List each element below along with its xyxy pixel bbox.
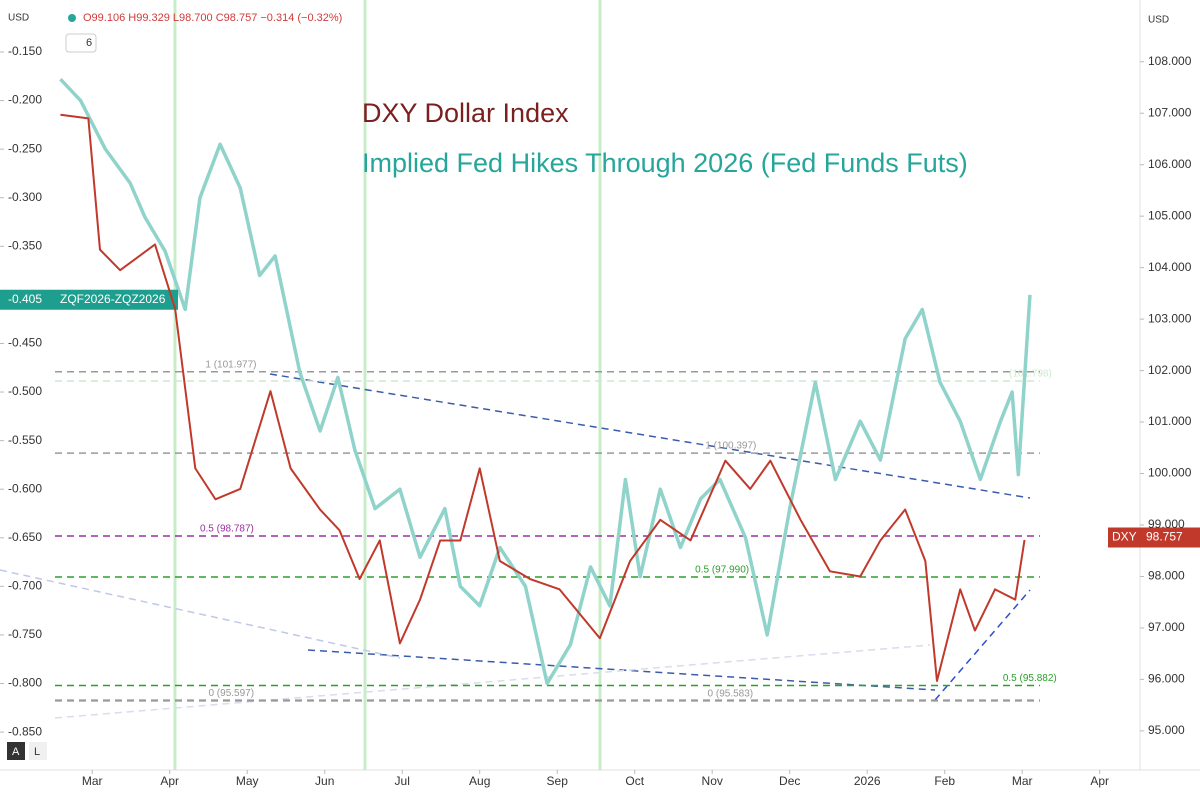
y2-tick-label: 99.000 <box>1148 517 1185 531</box>
price-tag-value: 98.757 <box>1146 530 1183 544</box>
trend-line <box>54 644 931 719</box>
x-tick-label: Jun <box>315 774 334 788</box>
y2-tick-label: 103.000 <box>1148 311 1192 325</box>
y-tick-label: -0.650 <box>8 530 42 544</box>
y2-tick-label: 101.000 <box>1148 414 1192 428</box>
y2-tick-label: 104.000 <box>1148 260 1192 274</box>
y-tick-label: -0.300 <box>8 190 42 204</box>
chart-subtitle: Implied Fed Hikes Through 2026 (Fed Fund… <box>362 148 968 178</box>
x-tick-label: 2026 <box>854 774 881 788</box>
right-currency: USD <box>1148 15 1169 26</box>
fib-level-label: 0.5 (97.990) <box>695 565 749 576</box>
y2-tick-label: 98.000 <box>1148 569 1185 583</box>
x-tick-label: Oct <box>625 774 644 788</box>
x-tick-label: Aug <box>469 774 490 788</box>
y2-tick-label: 107.000 <box>1148 105 1192 119</box>
indicator-count[interactable]: 6 <box>86 37 92 49</box>
x-tick-label: Nov <box>702 774 723 788</box>
trend-line <box>0 569 401 659</box>
price-tag <box>0 289 178 310</box>
x-tick-label: Mar <box>82 774 103 788</box>
x-tick-label: Feb <box>934 774 955 788</box>
indicator-toggle[interactable] <box>65 33 97 53</box>
axes: Mar Apr May Jun Jul Aug Sep Oct Nov Dec 2026 Feb Mar… <box>0 44 1192 788</box>
trend-line <box>269 373 1031 499</box>
y2-tick-label: 108.000 <box>1148 54 1192 68</box>
x-tick-label: Jul <box>395 774 410 788</box>
fib-level-label: (101.798) <box>1009 369 1052 380</box>
x-tick-label: Apr <box>1090 774 1109 788</box>
x-tick-label: Sep <box>547 774 569 788</box>
left-currency: USD <box>8 13 29 24</box>
y-tick-label: -0.800 <box>8 676 42 690</box>
x-tick-label: Apr <box>160 774 179 788</box>
fib-level-label: 0 (95.583) <box>708 689 754 700</box>
price-tag-value: -0.405 <box>8 292 42 306</box>
y2-tick-label: 106.000 <box>1148 157 1192 171</box>
y-tick-label: -0.700 <box>8 579 42 593</box>
series-line <box>59 77 1032 686</box>
y-tick-label: -0.550 <box>8 433 42 447</box>
scale-icon[interactable]: A <box>12 746 20 758</box>
price-tag-name: ZQF2026-ZQZ2026 <box>60 292 166 306</box>
log-button[interactable] <box>29 742 47 760</box>
trend-line <box>934 589 1031 701</box>
scale-button[interactable] <box>7 742 25 760</box>
x-tick-label: Dec <box>779 774 800 788</box>
y-tick-label: -0.150 <box>8 44 42 58</box>
fib-level-label: 1 (100.397) <box>705 441 756 452</box>
y2-tick-label: 95.000 <box>1148 723 1185 737</box>
y2-tick-label: 96.000 <box>1148 672 1185 686</box>
ohlc-legend: O99.106 H99.329 L98.700 C98.757 −0.314 (… <box>83 12 342 24</box>
y-tick-label: -0.600 <box>8 481 42 495</box>
series: -0.405 ZQF2026-ZQZ2026 DXY 98.757 <box>0 77 1200 686</box>
log-icon[interactable]: L <box>34 746 40 758</box>
fib-level-label: 1 (101.977) <box>205 359 256 370</box>
fib-level-label: 0.5 (95.882) <box>1003 673 1057 684</box>
fib-level-label: 0 (95.597) <box>208 688 254 699</box>
y2-tick-label: 100.000 <box>1148 466 1192 480</box>
y-tick-label: -0.350 <box>8 238 42 252</box>
y-tick-label: -0.200 <box>8 93 42 107</box>
price-tag-name: DXY <box>1112 530 1137 544</box>
x-tick-label: Mar <box>1012 774 1033 788</box>
y2-tick-label: 102.000 <box>1148 363 1192 377</box>
chart-title: DXY Dollar Index <box>362 98 569 128</box>
y2-tick-label: 97.000 <box>1148 620 1185 634</box>
y-tick-label: -0.450 <box>8 336 42 350</box>
x-tick-label: May <box>236 774 259 788</box>
y-tick-label: -0.850 <box>8 724 42 738</box>
fib-level-label: 0.5 (98.787) <box>200 524 254 535</box>
y-tick-label: -0.750 <box>8 627 42 641</box>
series-line <box>60 113 1026 682</box>
y-tick-label: -0.250 <box>8 141 42 155</box>
price-tag <box>1108 527 1200 548</box>
y-tick-label: -0.500 <box>8 384 42 398</box>
legend-dot <box>68 14 76 22</box>
y2-tick-label: 105.000 <box>1148 208 1192 222</box>
